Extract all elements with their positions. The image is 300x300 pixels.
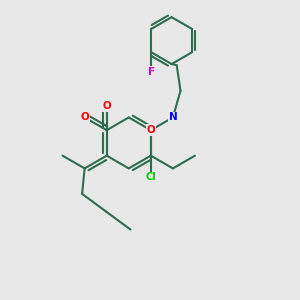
Text: F: F	[148, 67, 155, 77]
Text: O: O	[146, 125, 155, 135]
Text: N: N	[169, 112, 177, 122]
Text: O: O	[80, 112, 89, 122]
Text: O: O	[102, 101, 111, 111]
Text: Cl: Cl	[146, 172, 156, 182]
